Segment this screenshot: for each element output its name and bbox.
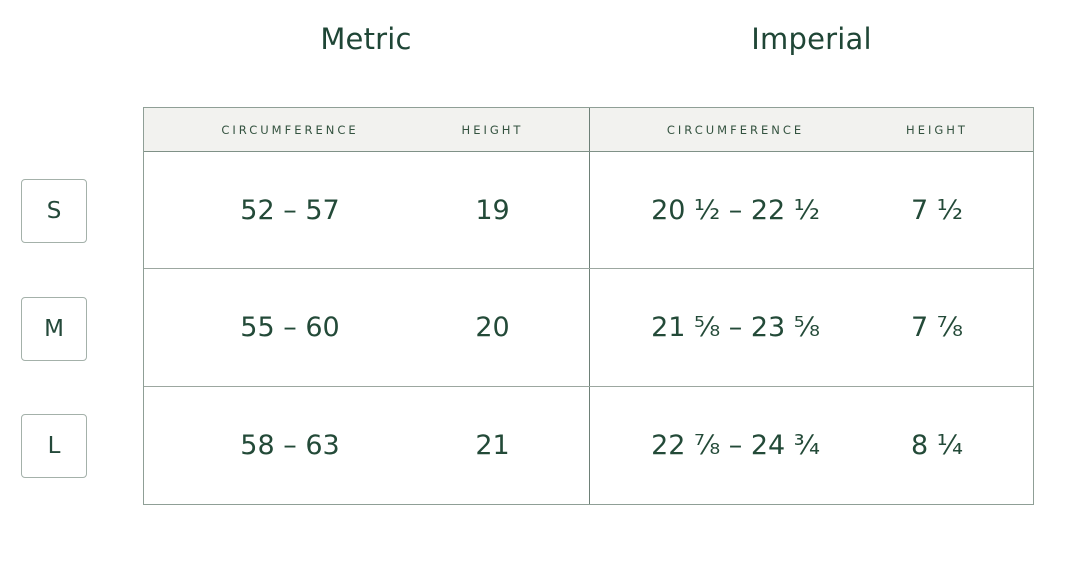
size-button-l-label: L bbox=[47, 433, 61, 459]
size-button-l[interactable]: L bbox=[21, 414, 87, 478]
size-button-m[interactable]: M bbox=[21, 297, 87, 361]
metric-height-value-m: 20 bbox=[475, 311, 510, 343]
imperial-circumference-value-l: 22 ⁷⁄₈ – 24 ³⁄₄ bbox=[589, 386, 881, 504]
metric-height-value-s: 19 bbox=[475, 194, 510, 226]
imperial-height-value-m: 7 ⁷⁄₈ bbox=[911, 311, 963, 343]
imperial-circumference-value-s: 20 ¹⁄₂ – 22 ¹⁄₂ bbox=[589, 152, 881, 269]
imperial-circumference-value-m: 21 ⁵⁄₈ – 23 ⁵⁄₈ bbox=[589, 269, 881, 386]
size-button-m-label: M bbox=[44, 316, 64, 342]
imperial-section-title: Imperial bbox=[751, 22, 872, 56]
size-chart-table: CIRCUMFERENCE HEIGHT CIRCUMFERENCE HEIGH… bbox=[143, 107, 1034, 505]
table-row-m: 55 – 60 20 21 ⁵⁄₈ – 23 ⁵⁄₈ 7 ⁷⁄₈ bbox=[144, 269, 1033, 387]
size-button-s[interactable]: S bbox=[21, 179, 87, 243]
imperial-height-value-l: 8 ¹⁄₄ bbox=[911, 429, 963, 461]
metric-circumference-value-m: 55 – 60 bbox=[240, 311, 340, 343]
size-button-s-label: S bbox=[46, 198, 62, 224]
metric-height-header: HEIGHT bbox=[461, 122, 524, 137]
table-header-row: CIRCUMFERENCE HEIGHT CIRCUMFERENCE HEIGH… bbox=[144, 108, 1033, 152]
metric-height-value-l: 21 bbox=[475, 429, 510, 461]
metric-circumference-header: CIRCUMFERENCE bbox=[221, 122, 359, 137]
metric-circumference-value-l: 58 – 63 bbox=[240, 429, 340, 461]
table-row-l: 58 – 63 21 22 ⁷⁄₈ – 24 ³⁄₄ 8 ¹⁄₄ bbox=[144, 386, 1033, 504]
metric-circumference-value-s: 52 – 57 bbox=[240, 194, 340, 226]
table-row-s: 52 – 57 19 20 ¹⁄₂ – 22 ¹⁄₂ 7 ¹⁄₂ bbox=[144, 152, 1033, 270]
imperial-height-value-s: 7 ¹⁄₂ bbox=[911, 194, 963, 226]
metric-section-title: Metric bbox=[320, 22, 412, 56]
imperial-height-header: HEIGHT bbox=[906, 122, 968, 137]
imperial-circumference-header: CIRCUMFERENCE bbox=[589, 108, 881, 151]
